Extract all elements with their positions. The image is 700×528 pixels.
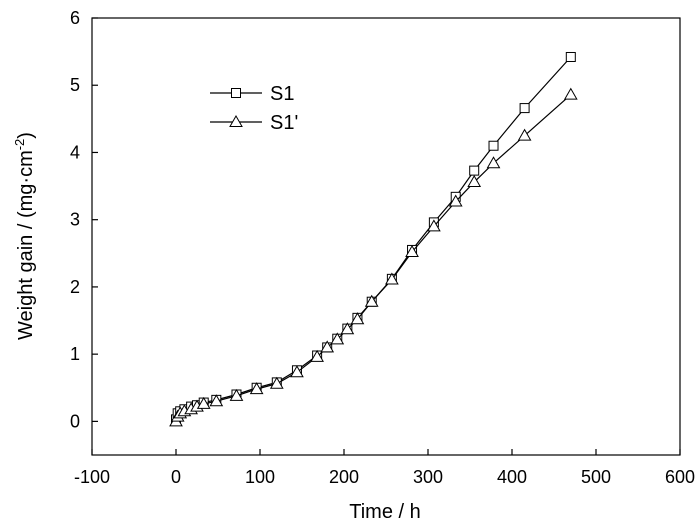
- x-tick-label: 500: [581, 467, 611, 487]
- series-1: [171, 51, 576, 425]
- data-point: [469, 165, 480, 176]
- series-layer: [169, 51, 578, 427]
- data-point: [488, 140, 499, 151]
- data-point: [467, 175, 482, 188]
- data-point: [290, 365, 304, 378]
- data-point: [229, 388, 244, 401]
- x-tick-label: 0: [171, 467, 181, 487]
- data-point: [519, 103, 530, 114]
- legend-item: S1: [210, 83, 294, 105]
- data-point: [565, 51, 576, 62]
- legend-label: S1': [270, 112, 298, 134]
- data-point: [563, 87, 578, 100]
- y-tick-label: 5: [70, 75, 80, 95]
- data-point: [310, 349, 324, 362]
- y-tick-label: 3: [70, 210, 80, 230]
- x-tick-label: -100: [74, 467, 110, 487]
- data-point: [209, 394, 224, 407]
- y-axis-title-main: Weight gain / (mg·cm: [15, 150, 37, 340]
- series-2: [169, 87, 578, 427]
- y-tick-label: 0: [70, 411, 80, 431]
- series-line: [175, 94, 572, 422]
- data-point: [350, 312, 365, 325]
- data-point: [330, 332, 345, 345]
- y-axis-title: Weight gain / (mg·cm-2): [12, 132, 37, 340]
- legend-marker: [229, 114, 243, 127]
- axis-ticks: [91, 17, 681, 455]
- y-tick-label: 4: [70, 142, 80, 162]
- y-tick-label: 1: [70, 344, 80, 364]
- y-axis-title-suffix: ): [15, 132, 37, 139]
- axis-tick-labels: -100 0 100 200 300 400 500 600 0 1 2 3 4 5 6: [70, 8, 695, 487]
- data-point: [364, 294, 379, 307]
- x-tick-label: 600: [665, 467, 695, 487]
- x-axis-title: Time / h: [349, 501, 421, 523]
- data-point: [196, 396, 211, 409]
- data-point: [340, 322, 355, 335]
- legend-label: S1: [270, 83, 294, 105]
- x-tick-label: 200: [329, 467, 359, 487]
- y-tick-label: 2: [70, 277, 80, 297]
- data-point: [249, 382, 264, 395]
- data-point: [405, 244, 419, 257]
- x-tick-label: 300: [413, 467, 443, 487]
- y-tick-label: 6: [70, 8, 80, 28]
- data-point: [320, 340, 335, 353]
- data-point: [269, 376, 284, 389]
- legend-marker: [231, 88, 241, 98]
- x-tick-label: 100: [245, 467, 275, 487]
- data-point: [385, 272, 399, 285]
- legend-item: S1': [210, 112, 298, 134]
- data-point: [448, 194, 463, 207]
- data-point: [517, 128, 532, 141]
- data-point: [486, 156, 501, 169]
- y-axis-title-superscript: -2: [12, 139, 27, 151]
- plot-frame: [91, 17, 681, 456]
- series-line: [175, 56, 572, 420]
- data-point: [427, 219, 441, 232]
- x-tick-label: 400: [497, 467, 527, 487]
